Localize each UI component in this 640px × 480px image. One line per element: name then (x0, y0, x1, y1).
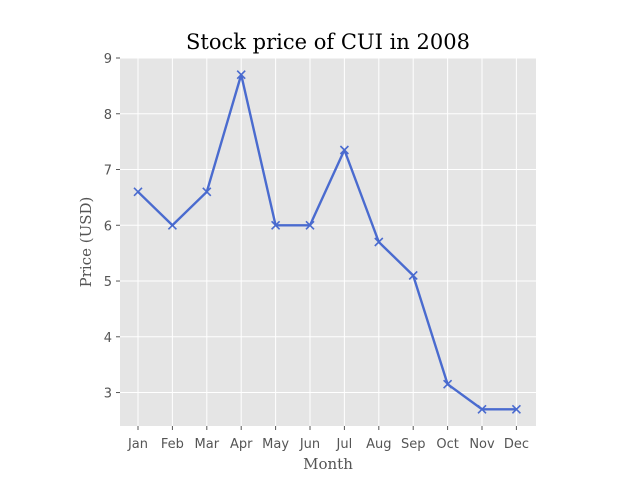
series-markers (133, 70, 521, 414)
x-axis-ticks: Jan Feb Mar Apr May Jun Jul Aug Sep Oct Nov Dec (127, 426, 529, 452)
chart-title: Stock price of CUI in 2008 (186, 30, 470, 54)
x-tick-label: Jul (336, 437, 353, 452)
data-point (339, 145, 349, 155)
x-tick-label: Mar (195, 437, 220, 452)
x-tick-label: Feb (161, 437, 184, 452)
x-axis-label: Month (303, 455, 353, 473)
x-tick-label: May (262, 437, 289, 452)
y-tick-label: 6 (104, 219, 112, 234)
data-point (167, 220, 177, 230)
y-tick-label: 7 (104, 164, 112, 179)
grid-lines (120, 57, 536, 426)
y-tick-label: 8 (104, 108, 112, 123)
x-tick-label: Aug (366, 437, 391, 452)
data-point (305, 220, 315, 230)
data-point (374, 237, 384, 247)
data-point (133, 187, 143, 197)
series-line (137, 73, 517, 411)
x-tick-label: Sep (401, 437, 426, 452)
y-tick-label: 5 (104, 275, 112, 290)
data-point (443, 379, 453, 389)
y-axis-ticks: 3 4 5 6 7 8 9 (104, 52, 120, 402)
data-point (236, 70, 246, 80)
x-tick-label: Jun (299, 437, 320, 452)
x-tick-label: Nov (469, 437, 495, 452)
y-axis-label: Price (USD) (77, 197, 95, 288)
y-tick-label: 9 (104, 52, 112, 67)
x-tick-label: Jan (127, 437, 148, 452)
y-tick-label: 3 (104, 387, 112, 402)
x-tick-label: Dec (504, 437, 529, 452)
data-point (271, 220, 281, 230)
data-point (202, 187, 212, 197)
data-point (477, 404, 487, 414)
x-tick-label: Oct (436, 437, 458, 452)
data-point (408, 270, 418, 281)
data-point (511, 404, 521, 414)
y-tick-label: 4 (104, 331, 112, 346)
x-tick-label: Apr (230, 437, 253, 452)
plot-area (120, 58, 536, 426)
